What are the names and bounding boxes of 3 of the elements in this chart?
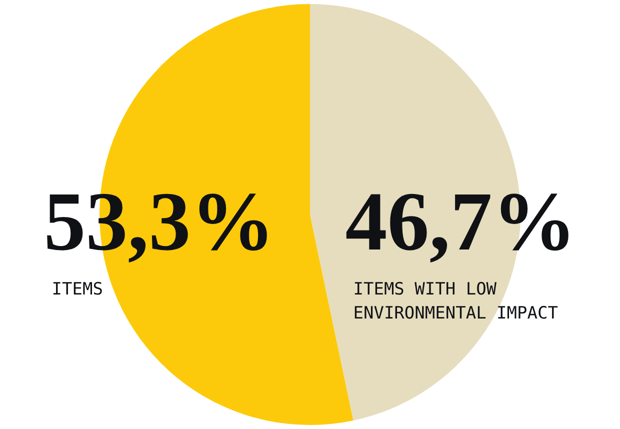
slice-label: ITEMS WITH LOW ENVIRONMENTAL IMPACT <box>353 279 558 324</box>
slice-label: ITEMS <box>52 279 103 300</box>
data-label: 46,7% <box>345 176 576 268</box>
